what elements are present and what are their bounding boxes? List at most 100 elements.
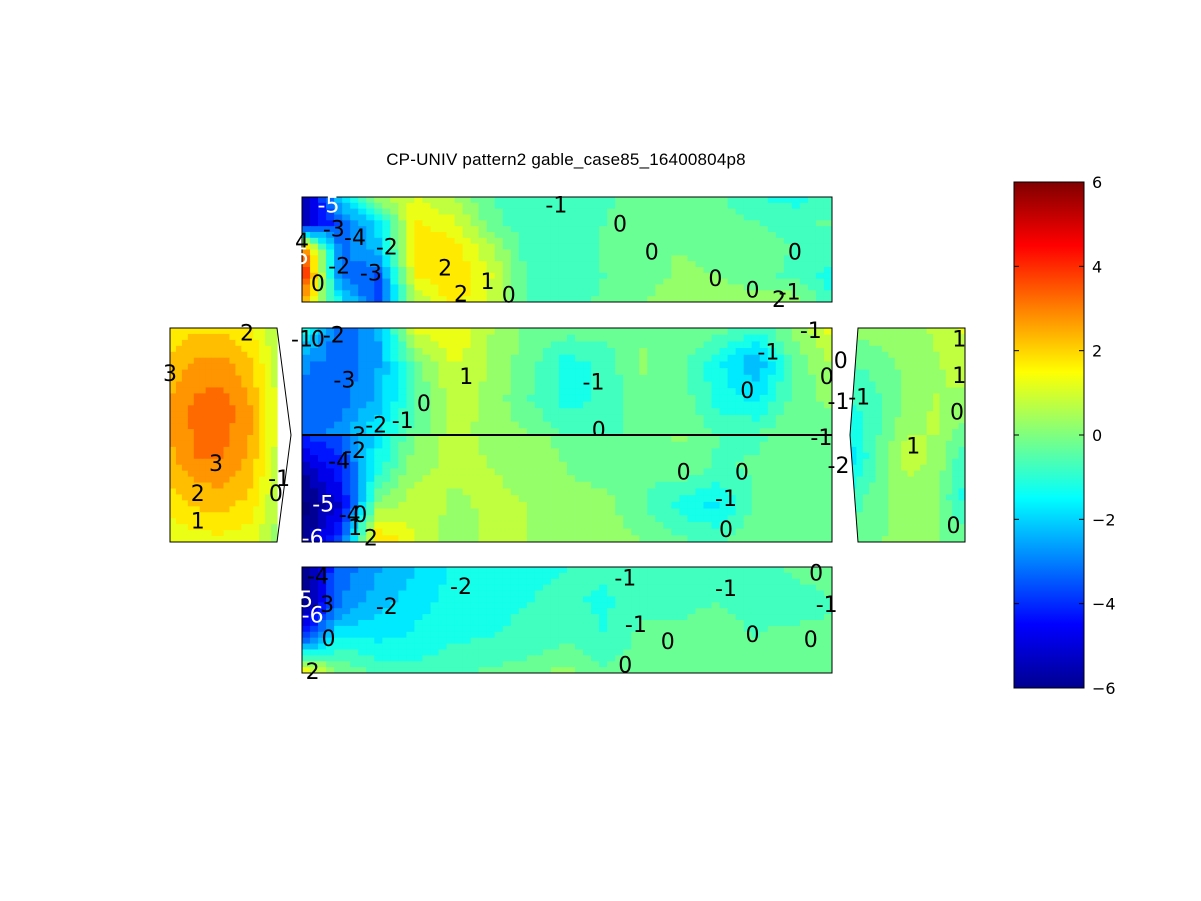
contour-cell (759, 461, 769, 470)
contour-cell (856, 435, 864, 442)
contour-cell (350, 461, 359, 470)
contour-cell (575, 243, 584, 251)
contour-cell (743, 284, 753, 291)
contour-cell (639, 354, 648, 363)
contour-cell (623, 468, 632, 476)
contour-cell (615, 501, 624, 510)
contour-cell (711, 354, 721, 363)
contour-cell (583, 328, 592, 336)
contour-cell (907, 405, 915, 412)
contour-cell (599, 237, 608, 245)
contour-cell (502, 267, 512, 274)
contour-cell (888, 512, 896, 519)
contour-cell (366, 528, 375, 536)
contour-cell (945, 393, 953, 400)
contour-cell (223, 464, 231, 472)
contour-cell (510, 226, 520, 233)
contour-cell (518, 421, 528, 429)
contour-cell (933, 452, 941, 460)
contour-cell (374, 414, 383, 423)
contour-cell (567, 508, 576, 516)
contour-cell (791, 488, 801, 496)
contour-cell (907, 452, 915, 460)
contour-cell (815, 428, 825, 435)
contour-cell (181, 506, 189, 513)
contour-cell (390, 272, 399, 280)
contour-cell (791, 572, 801, 580)
contour-cell (334, 441, 343, 449)
contour-cell (615, 528, 624, 536)
contour-cell (791, 401, 801, 409)
contour-cell (526, 567, 536, 574)
contour-cell (217, 363, 225, 371)
contour-cell (310, 528, 319, 536)
contour-cell (901, 345, 909, 353)
contour-cell (881, 363, 889, 371)
contour-cell (478, 435, 488, 443)
contour-cell (302, 584, 311, 592)
contour-cell (302, 414, 311, 423)
contour-cell (719, 341, 729, 349)
contour-cell (542, 202, 552, 210)
contour-cell (406, 272, 416, 280)
contour-cell (510, 590, 520, 598)
contour-cell (687, 226, 697, 233)
contour-cell (235, 363, 242, 371)
contour-cell (567, 220, 576, 227)
contour-cell (462, 261, 472, 268)
contour-cell (518, 388, 528, 396)
contour-cell (422, 508, 432, 516)
contour-cell (751, 381, 761, 389)
contour-cell (907, 411, 915, 418)
contour-cell (486, 590, 496, 598)
contour-cell (783, 461, 793, 470)
contour-cell (639, 572, 648, 580)
contour-cell (502, 290, 512, 297)
contour-cell (823, 290, 832, 297)
contour-cell (518, 528, 528, 536)
contour-cell (462, 508, 472, 516)
contour-cell (318, 461, 327, 470)
contour-cell (671, 284, 681, 291)
contour-cell (510, 243, 520, 251)
contour-cell (591, 328, 600, 336)
contour-cell (406, 341, 416, 349)
contour-cell (767, 220, 777, 227)
contour-cell (575, 226, 584, 233)
contour-cell (558, 296, 568, 302)
contour-cell (719, 401, 729, 409)
contour-cell (334, 584, 343, 592)
contour-cell (958, 512, 965, 519)
contour-label: 2 (364, 527, 378, 552)
contour-cell (639, 508, 648, 516)
contour-cell (526, 290, 536, 297)
contour-cell (945, 470, 953, 478)
contour-cell (775, 528, 785, 536)
contour-cell (735, 428, 745, 435)
contour-cell (607, 388, 616, 396)
contour-cell (901, 518, 909, 525)
contour-cell (542, 495, 552, 503)
contour-cell (799, 214, 809, 221)
contour-cell (920, 482, 928, 490)
contour-cell (939, 435, 947, 442)
contour-cell (751, 374, 761, 383)
contour-cell (623, 388, 632, 396)
contour-cell (542, 368, 552, 376)
contour-cell (875, 411, 883, 418)
contour-cell (671, 421, 681, 429)
contour-cell (939, 417, 947, 424)
contour-cell (318, 572, 327, 580)
contour-cell (229, 452, 236, 460)
contour-cell (454, 226, 464, 233)
contour-cell (791, 348, 801, 356)
contour-cell (366, 249, 375, 256)
contour-cell (350, 521, 359, 530)
contour-cell (759, 348, 769, 356)
contour-cell (759, 475, 769, 483)
contour-cell (727, 328, 737, 336)
contour-cell (783, 284, 793, 291)
contour-cell (390, 501, 399, 510)
contour-cell (759, 567, 769, 574)
contour-cell (663, 401, 672, 409)
